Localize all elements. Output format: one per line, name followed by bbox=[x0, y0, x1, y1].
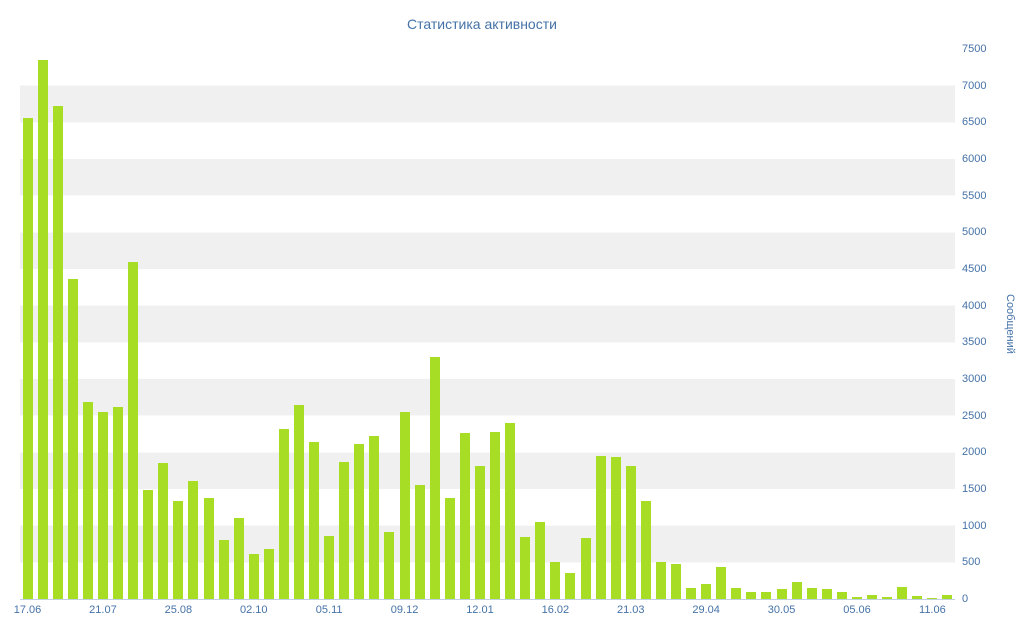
bar bbox=[339, 461, 350, 599]
bar bbox=[384, 531, 395, 599]
bar bbox=[97, 412, 108, 599]
bar bbox=[52, 106, 63, 599]
bar bbox=[565, 573, 576, 599]
bar bbox=[686, 588, 697, 599]
bar bbox=[143, 490, 154, 599]
x-axis-tick-label: 21.07 bbox=[89, 604, 117, 616]
x-axis-tick-label: 17.06 bbox=[13, 604, 42, 616]
y-axis-tick-label: 0 bbox=[962, 593, 969, 605]
y-axis-tick-label: 1500 bbox=[962, 483, 987, 495]
bar bbox=[505, 423, 516, 599]
y-axis-tick-label: 7500 bbox=[962, 43, 987, 55]
chart-title: Статистика активности bbox=[407, 16, 557, 32]
bar bbox=[188, 480, 199, 599]
bar bbox=[278, 428, 289, 599]
bar bbox=[776, 589, 787, 599]
y-axis-tick-label: 2000 bbox=[962, 446, 987, 459]
x-axis-tick-label: 02.10 bbox=[239, 604, 268, 616]
bar bbox=[218, 540, 229, 599]
bar bbox=[550, 562, 561, 599]
x-axis-tick-label: 25.08 bbox=[164, 604, 193, 616]
bar bbox=[248, 553, 259, 599]
y-axis-tick-label: 4000 bbox=[962, 299, 987, 312]
bar bbox=[625, 465, 636, 599]
bar bbox=[595, 456, 606, 599]
bar bbox=[640, 501, 651, 599]
bar bbox=[610, 457, 621, 599]
x-axis-tick-label: 05.06 bbox=[843, 604, 871, 616]
y-axis-tick-label: 5500 bbox=[962, 189, 987, 202]
y-axis-tick-label: 500 bbox=[962, 556, 981, 569]
bar bbox=[128, 261, 139, 599]
y-axis-tick-label: 6500 bbox=[962, 116, 987, 129]
bar bbox=[867, 595, 878, 599]
bar bbox=[233, 518, 244, 599]
bar bbox=[806, 588, 817, 599]
bar bbox=[701, 584, 712, 599]
bar bbox=[520, 536, 531, 599]
bar bbox=[113, 406, 124, 599]
bar bbox=[731, 588, 742, 599]
x-axis-tick-label: 16.02 bbox=[541, 604, 570, 616]
bar bbox=[158, 463, 169, 599]
x-axis-tick-label: 30.05 bbox=[767, 604, 796, 616]
y-axis-tick-label: 3500 bbox=[962, 336, 987, 349]
x-axis-labels: 17.06 21.07 25.08 02.10 05.11 09.12 12.01 16.02… bbox=[14, 604, 955, 620]
bar bbox=[444, 497, 455, 599]
bar bbox=[414, 484, 425, 599]
bar bbox=[37, 60, 48, 599]
bar bbox=[836, 591, 847, 599]
bar bbox=[22, 117, 33, 599]
bar bbox=[716, 567, 727, 599]
bar bbox=[173, 500, 184, 599]
bar bbox=[474, 466, 485, 599]
bar bbox=[82, 402, 93, 599]
x-axis-tick-label: 21.03 bbox=[617, 604, 645, 616]
y-axis-tick-label: 7000 bbox=[962, 79, 987, 92]
x-axis-tick-label: 05.11 bbox=[315, 604, 343, 616]
bar bbox=[671, 563, 681, 599]
bar bbox=[897, 587, 908, 599]
bar bbox=[490, 431, 501, 599]
bar bbox=[912, 596, 923, 599]
y-axis-title: Сообщений bbox=[1004, 294, 1016, 354]
bar bbox=[746, 591, 757, 599]
bar bbox=[203, 497, 214, 599]
x-axis-tick-label: 09.12 bbox=[390, 604, 419, 616]
bar bbox=[369, 436, 380, 599]
bar bbox=[293, 404, 304, 599]
y-axis-tick-label: 1000 bbox=[962, 519, 987, 532]
x-axis-tick-label: 11.06 bbox=[919, 604, 946, 616]
bar bbox=[263, 549, 274, 599]
bar bbox=[821, 589, 832, 599]
bar bbox=[791, 582, 802, 599]
x-axis-tick-label: 12.01 bbox=[466, 604, 494, 616]
y-axis-tick-label: 3000 bbox=[962, 373, 987, 385]
plot-area bbox=[20, 49, 955, 600]
x-axis-tick-label: 29.04 bbox=[692, 604, 720, 616]
bar bbox=[927, 597, 938, 599]
y-axis-tick-label: 6000 bbox=[962, 153, 987, 165]
bar bbox=[761, 592, 772, 599]
bar bbox=[67, 279, 78, 599]
bar bbox=[580, 538, 591, 599]
bar bbox=[942, 594, 953, 599]
y-axis-tick-label: 5000 bbox=[962, 226, 987, 239]
y-axis-labels: 0 500 1000 1500 2000 2500 3000 3500 4000 4500 5000… bbox=[962, 43, 1012, 605]
bar bbox=[882, 596, 893, 599]
bar bbox=[399, 412, 410, 599]
bar bbox=[535, 522, 546, 599]
bar bbox=[354, 444, 365, 599]
bar bbox=[851, 596, 862, 599]
bar bbox=[309, 442, 320, 599]
y-axis-tick-label: 2500 bbox=[962, 409, 987, 422]
bar bbox=[324, 535, 335, 599]
bar bbox=[429, 357, 440, 599]
bars-layer bbox=[20, 49, 955, 599]
y-axis-tick-label: 4500 bbox=[962, 263, 987, 275]
bar bbox=[459, 433, 470, 599]
bar bbox=[655, 562, 666, 599]
